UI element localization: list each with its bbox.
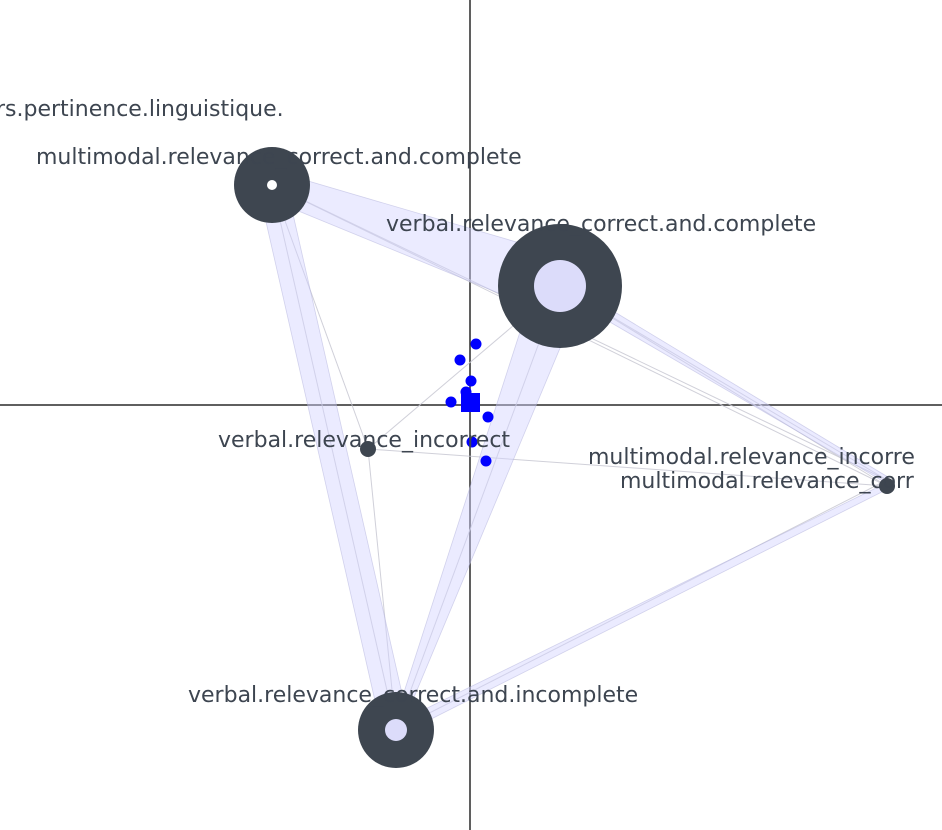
partial-top-label: rs.pertinence.linguistique. [0,97,284,122]
point-dot [445,396,457,408]
nodes [234,147,895,768]
node-vb_inc [360,441,376,457]
point-dot [470,338,482,350]
node-label-vb-inc: verbal.relevance_incorrect [218,428,510,453]
point-dot [454,354,466,366]
edge-vb_ci-mm_inc [395,479,888,731]
edge-vb_inc-vb_ci [367,448,397,731]
node-label-mm-inc: multimodal.relevance_incorre [588,445,915,470]
supplementary-points [445,338,494,467]
point-dot [466,436,478,448]
point-square [461,393,480,412]
edge-vb_cc-mm_inc [559,285,888,481]
node-label-mm-cc: multimodal.relevance_correct.and.complet… [36,145,522,170]
edge-mm_cc-vb_inc [271,184,369,450]
node-label-mm-corr: multimodal.relevance_corr [620,469,915,494]
node-label-vb-ci: verbal.relevance_correct.and.incomplete [188,683,638,708]
edge-mm_cc-vb_ci [271,184,397,731]
point-dot [465,375,477,387]
edge-vb_cc-vb_ci [395,285,561,731]
band-mm-cc-vb-ci [257,181,411,734]
point-dot [480,455,492,467]
point-dot [482,411,494,423]
node-center-vb_ci [385,719,407,741]
node-label-vb-cc: verbal.relevance_correct.and.complete [386,212,816,237]
node-mm_corr [879,478,895,494]
node-center-mm_cc [267,180,277,190]
edge-vb_cc-mm_corr [559,285,888,487]
edge-vb_inc-mm_corr [367,448,888,487]
node-center-vb_cc [534,260,586,312]
